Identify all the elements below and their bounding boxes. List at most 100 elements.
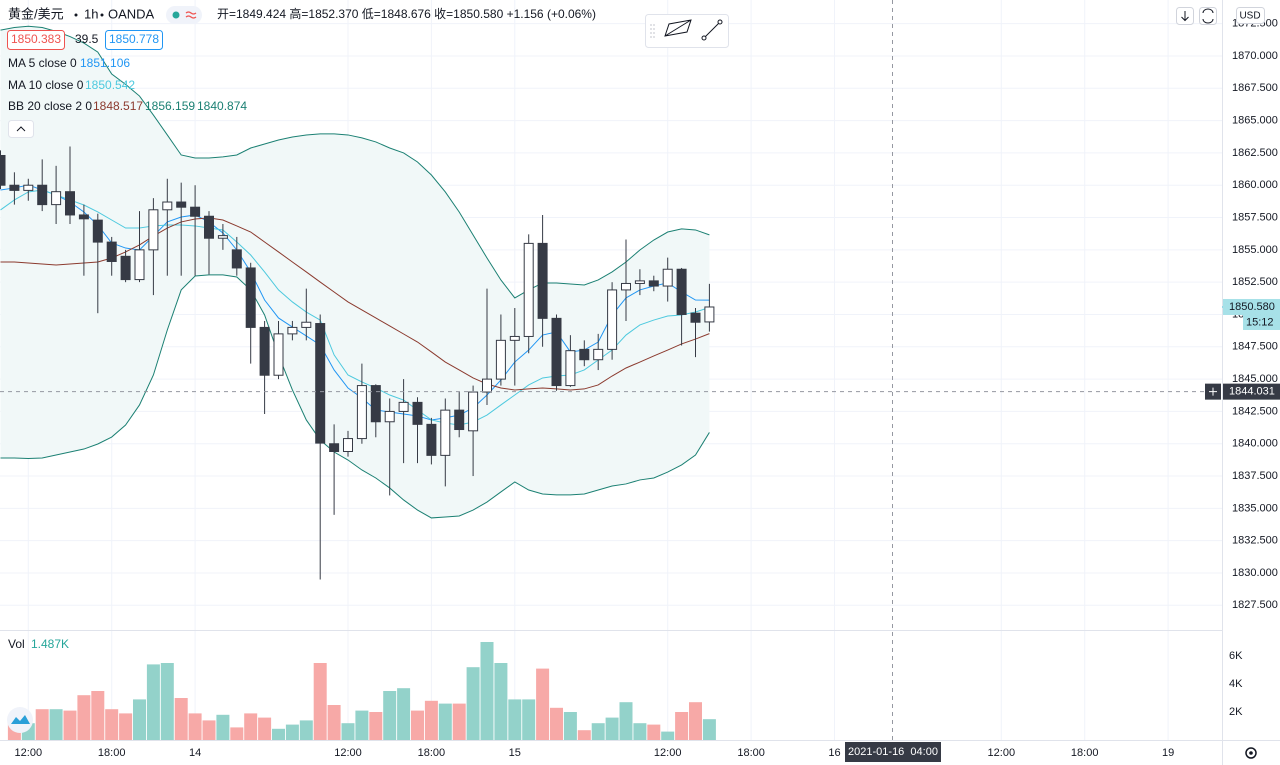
candle-body [440,409,451,456]
candle-body [523,242,534,337]
volume-bar [299,720,313,740]
bid: 1850.383 [11,32,61,46]
countdown-box [1243,314,1280,330]
volume-bar [605,717,619,740]
volume-bar [591,723,605,740]
time-tick-label: 18:00 [418,747,446,759]
candle-body [482,378,492,393]
volume-bar [647,724,661,740]
indicator-line [0,25,710,299]
volume-bar [480,641,494,740]
candle-body [287,326,298,335]
last-price: 1850.580 [1229,301,1275,313]
price-tick-label: 1840.000 [1232,438,1278,450]
volume-bar [230,727,244,740]
bid-box[interactable] [7,30,65,50]
volume-bar [411,710,424,740]
trend-line-point [717,19,723,25]
candle-body [9,184,20,191]
candle-body [51,191,62,206]
price-tick-label: 1832.500 [1232,535,1278,547]
price-tick-label: 1865.000 [1232,115,1278,127]
volume-bar [522,699,536,740]
ask-box[interactable] [105,30,163,50]
price-tick-label: 1857.500 [1232,211,1278,223]
price-tick-label: 1860.000 [1232,179,1278,191]
reset-icon [1202,8,1214,24]
candle-body [537,242,548,319]
last-price-box [1223,298,1280,315]
collapse-icon [16,126,26,132]
candle-body [65,191,75,216]
trend-channel-tool[interactable] [664,19,692,37]
bollinger-fill [0,26,710,518]
currency-box[interactable] [1236,7,1265,24]
candle-body [259,326,270,376]
indicator-line [0,274,710,519]
volume-bar [508,699,522,740]
legend-label: BB 20 close 2 0 [8,99,92,113]
volume-bar [105,709,119,740]
crosshair-price-box [1223,383,1280,400]
candle-body [176,201,187,208]
delay-icon [185,11,197,19]
candle-body [356,385,367,440]
candle-body [370,385,381,423]
time-tick-label: 16 [828,747,840,759]
symbol[interactable]: 黄金/美元 [8,6,64,21]
volume-bar [424,700,438,740]
candle-body [0,154,6,186]
ask: 1850.778 [109,32,159,46]
price-tick-label: 1837.500 [1232,470,1278,482]
volume-bar [35,709,49,740]
volume-tick-label: 6K [1229,650,1243,662]
status-pill[interactable] [166,6,202,24]
price-tick-label: 1855.000 [1232,244,1278,256]
candle-body [690,312,701,323]
price-tick-label: 1827.500 [1232,599,1278,611]
candle-body [593,348,604,361]
candle-body [37,184,48,206]
settings-icon[interactable] [1245,747,1257,759]
price-tick-label: 1845.000 [1232,373,1278,385]
collapse-button[interactable] [8,120,34,138]
legend-label: MA 10 close 0 [8,78,84,92]
logo [11,715,30,724]
price-tick-label: 1842.500 [1232,405,1278,417]
logo-bg[interactable] [7,707,33,733]
reset-button[interactable] [1199,7,1217,25]
candle-body [92,219,103,243]
interval[interactable]: 1h [84,6,98,21]
candle-body [273,333,284,376]
volume-bar [244,713,258,740]
volume-bar [174,697,188,740]
volume-bar [49,709,63,740]
volume-bar [550,707,563,740]
candle-body [231,249,242,269]
candle-body [217,235,228,239]
candle-body [579,348,590,361]
candle-body [23,184,34,191]
candle-body [607,289,618,350]
candle-body [662,268,673,287]
candle-body [120,255,131,281]
volume-bar [355,710,369,740]
volume-bar [689,702,702,740]
volume-bar [369,711,383,740]
volume-bar [188,713,202,740]
time-tick-label: 14 [189,747,201,759]
legend-value: 1856.159 [145,99,195,113]
indicator-line [0,184,710,421]
volume-bar [577,730,591,740]
candle-body [412,401,423,425]
dot [74,13,78,17]
countdown: 15:12 [1246,316,1274,328]
candle-body [565,350,576,387]
price-tick-label: 1870.000 [1232,50,1278,62]
trend-line-tool[interactable] [703,21,721,39]
volume-bar [452,703,466,740]
price-tick-label: 1852.500 [1232,276,1278,288]
time-tick-label: 18:00 [1071,747,1099,759]
price-tick-label: 1830.000 [1232,567,1278,579]
